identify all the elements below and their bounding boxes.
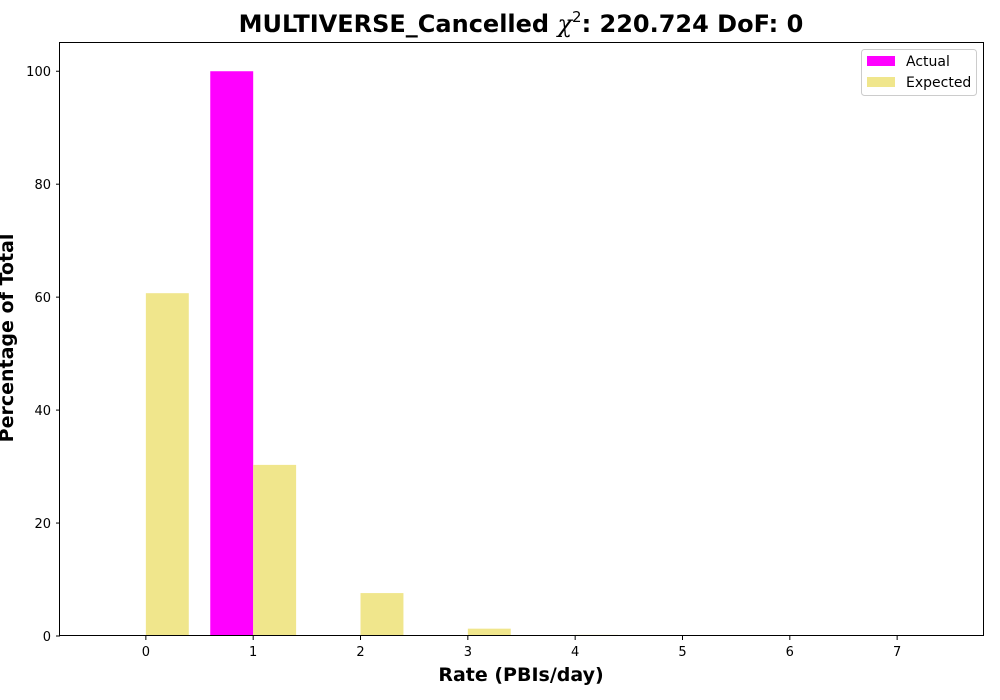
bar-expected-3	[468, 629, 511, 636]
chart-title-chi: χ	[555, 10, 573, 38]
x-tick-label: 5	[678, 645, 686, 660]
x-tick-label: 0	[142, 645, 150, 660]
y-tick-label: 60	[34, 291, 51, 306]
x-tick-label: 7	[893, 645, 901, 660]
bar-expected-0	[146, 293, 189, 636]
legend-label-actual: Actual	[906, 54, 950, 70]
chart-title-suffix: : 220.724 DoF: 0	[582, 10, 804, 38]
y-axis-label: Percentage of Total	[0, 234, 18, 443]
legend: Actual Expected	[862, 50, 977, 96]
x-axis-label: Rate (PBIs/day)	[438, 664, 603, 686]
legend-swatch-expected	[867, 77, 895, 87]
bar-expected-1	[253, 465, 296, 636]
chart-title: MULTIVERSE_Cancelled χ2: 220.724 DoF: 0	[239, 8, 804, 38]
y-tick-label: 0	[43, 630, 51, 645]
y-tick-label: 40	[34, 404, 51, 419]
legend-label-expected: Expected	[906, 75, 971, 91]
x-tick-label: 6	[786, 645, 794, 660]
y-tick-label: 20	[34, 517, 51, 532]
bar-expected-2	[361, 593, 404, 636]
x-tick-label: 4	[571, 645, 579, 660]
chart-title-prefix: MULTIVERSE_Cancelled	[239, 10, 558, 38]
legend-swatch-actual	[867, 56, 895, 66]
y-tick-label: 100	[26, 65, 51, 80]
bar-actual-1	[210, 71, 253, 636]
x-tick-label: 2	[356, 645, 364, 660]
chart-title-sup: 2	[572, 8, 582, 26]
x-tick-label: 3	[464, 645, 472, 660]
y-tick-label: 80	[34, 178, 51, 193]
x-tick-label: 1	[249, 645, 257, 660]
